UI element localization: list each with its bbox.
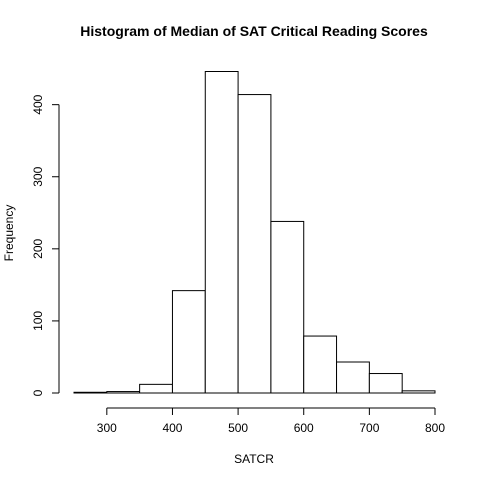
y-tick-label: 400 (31, 94, 45, 114)
y-axis-label: Frequency (2, 205, 16, 262)
x-axis: 300 400 500 600 700 800 (97, 407, 445, 435)
x-tick-label: 700 (359, 421, 379, 435)
histogram-bar-250-300 (73, 391, 108, 394)
x-axis-label: SATCR (234, 452, 274, 466)
x-tick-label: 800 (425, 421, 445, 435)
histogram-bar-500-550 (237, 94, 272, 394)
x-tick-label: 500 (228, 421, 248, 435)
x-tick-label: 300 (97, 421, 117, 435)
histogram-bar-300-350 (106, 391, 141, 394)
histogram-bar-600-650 (303, 335, 338, 394)
bars-group (73, 71, 436, 394)
y-axis: 0 100 200 300 400 (31, 94, 60, 396)
histogram-bar-750-800 (401, 390, 436, 394)
histogram-bar-650-700 (336, 361, 370, 394)
histogram-bar-400-450 (171, 290, 206, 394)
x-tick-label: 400 (162, 421, 182, 435)
chart-title: Histogram of Median of SAT Critical Read… (80, 23, 428, 39)
y-tick-label: 0 (31, 389, 45, 396)
y-tick-label: 300 (31, 166, 45, 186)
histogram-bar-450-500 (204, 71, 239, 394)
y-tick-label: 100 (31, 311, 45, 331)
histogram-bar-550-600 (270, 220, 305, 394)
x-tick-label: 600 (294, 421, 314, 435)
histogram-bar-350-400 (139, 383, 173, 394)
histogram-bar-700-750 (368, 373, 403, 394)
y-tick-label: 200 (31, 238, 45, 258)
